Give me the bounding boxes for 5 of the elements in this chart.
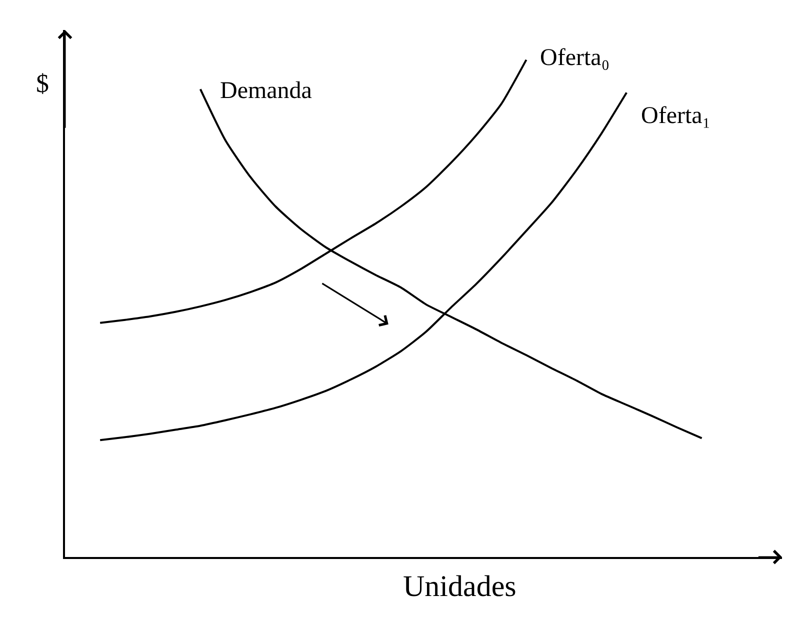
series-label: Oferta₁ <box>641 103 711 129</box>
series-label: Demanda <box>220 78 312 104</box>
series-label: Oferta₀ <box>540 45 610 71</box>
y-axis-title: $ <box>36 69 49 98</box>
x-axis-title: Unidades <box>403 570 516 603</box>
